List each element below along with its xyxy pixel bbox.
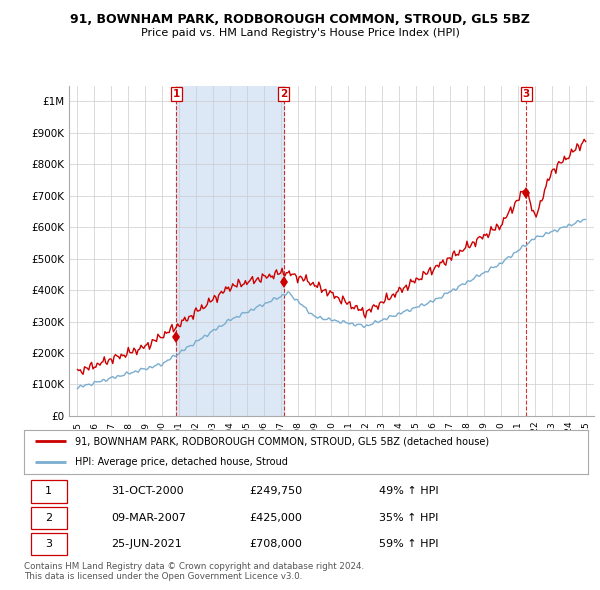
FancyBboxPatch shape: [31, 533, 67, 555]
Text: 35% ↑ HPI: 35% ↑ HPI: [379, 513, 439, 523]
Text: 25-JUN-2021: 25-JUN-2021: [112, 539, 182, 549]
Text: 2: 2: [45, 513, 52, 523]
Text: HPI: Average price, detached house, Stroud: HPI: Average price, detached house, Stro…: [75, 457, 287, 467]
Text: 31-OCT-2000: 31-OCT-2000: [112, 486, 184, 496]
Text: 3: 3: [46, 539, 52, 549]
Text: 3: 3: [523, 89, 530, 99]
FancyBboxPatch shape: [31, 507, 67, 529]
Text: This data is licensed under the Open Government Licence v3.0.: This data is licensed under the Open Gov…: [24, 572, 302, 581]
Text: 59% ↑ HPI: 59% ↑ HPI: [379, 539, 439, 549]
Text: 49% ↑ HPI: 49% ↑ HPI: [379, 486, 439, 496]
Text: 1: 1: [173, 89, 180, 99]
Text: 91, BOWNHAM PARK, RODBOROUGH COMMON, STROUD, GL5 5BZ: 91, BOWNHAM PARK, RODBOROUGH COMMON, STR…: [70, 13, 530, 26]
Text: 1: 1: [46, 486, 52, 496]
Text: £708,000: £708,000: [250, 539, 302, 549]
Text: Price paid vs. HM Land Registry's House Price Index (HPI): Price paid vs. HM Land Registry's House …: [140, 28, 460, 38]
Text: £249,750: £249,750: [250, 486, 303, 496]
Text: 09-MAR-2007: 09-MAR-2007: [112, 513, 186, 523]
Text: 91, BOWNHAM PARK, RODBOROUGH COMMON, STROUD, GL5 5BZ (detached house): 91, BOWNHAM PARK, RODBOROUGH COMMON, STR…: [75, 437, 489, 447]
Text: 2: 2: [280, 89, 287, 99]
Text: Contains HM Land Registry data © Crown copyright and database right 2024.: Contains HM Land Registry data © Crown c…: [24, 562, 364, 571]
Bar: [176, 86, 284, 416]
Text: £425,000: £425,000: [250, 513, 302, 523]
FancyBboxPatch shape: [31, 480, 67, 503]
